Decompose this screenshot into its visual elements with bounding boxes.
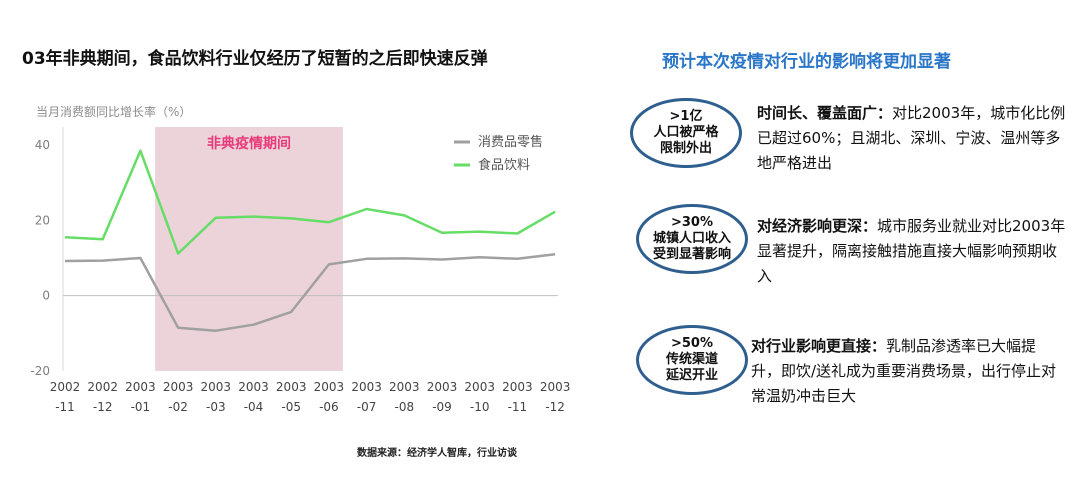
data-source: 数据来源：经济学人智库，行业访谈 [357, 448, 517, 459]
impact-circle-income: >30% 城镇人口收入 受到显著影响 [636, 204, 748, 274]
impact-circle-line: 限制外出 [659, 141, 712, 156]
shaded-period [155, 127, 343, 371]
x-tick-label: -02 [168, 400, 188, 414]
x-tick-label: 2003 [389, 380, 420, 394]
impact-circle-population: >1亿 人口被严格 限制外出 [630, 98, 742, 168]
y-tick-label: -20 [30, 364, 50, 378]
x-tick-label: -07 [357, 400, 377, 414]
x-tick-label: 2003 [502, 380, 533, 394]
x-tick-label: 2003 [276, 380, 307, 394]
y-tick-label: 0 [42, 289, 50, 303]
series-line-retail [64, 252, 556, 332]
x-tick-label: -11 [55, 400, 75, 414]
impact-circle-line: 延迟开业 [665, 368, 718, 383]
consumption-line-chart: 非典疫情期间40200-202002-112002-122003-012003-… [30, 127, 571, 414]
impact-heading: 时间长、覆盖面广： [757, 104, 893, 122]
impact-circle-line: 受到显著影响 [652, 247, 731, 262]
x-tick-label: -12 [93, 400, 113, 414]
x-tick-label: 2003 [201, 380, 232, 394]
x-tick-label: -11 [508, 400, 528, 414]
impact-body: 对比2003年，城市化比例已超过60%；且湖北、深圳、宁波、温州等多地严格进出 [757, 104, 1066, 172]
x-tick-label: -12 [545, 400, 565, 414]
x-tick-label: -09 [432, 400, 452, 414]
legend-label: 食品饮料 [478, 157, 530, 173]
impact-text-industry: 对行业影响更直接：乳制品渗透率已大幅提升，即饮/送礼成为重要消费场景，出行停止对… [751, 334, 1061, 409]
y-tick-label: 20 [35, 213, 50, 227]
x-tick-label: -10 [470, 400, 490, 414]
x-tick-label: 2002 [87, 380, 118, 394]
x-tick-label: 2003 [427, 380, 458, 394]
impact-heading: 对经济影响更深： [757, 217, 878, 235]
y-tick-label: 40 [35, 138, 50, 152]
impact-heading: 对行业影响更直接： [751, 337, 887, 355]
impact-circle-line: >50% [670, 336, 713, 351]
x-tick-label: 2003 [351, 380, 382, 394]
chart-ylabel: 当月消费额同比增长率（%） [36, 105, 192, 119]
x-tick-label: 2003 [540, 380, 571, 394]
x-tick-label: -08 [394, 400, 414, 414]
impact-circle-line: >30% [670, 215, 713, 230]
right-title: 预计本次疫情对行业的影响将更加显著 [662, 52, 951, 72]
x-tick-label: -05 [281, 400, 301, 414]
x-tick-label: 2003 [125, 380, 156, 394]
legend-label: 消费品零售 [478, 134, 543, 150]
impact-circle-channels: >50% 传统渠道 延迟开业 [636, 325, 748, 395]
impact-circle-line: 人口被严格 [653, 125, 719, 140]
impact-body: 乳制品渗透率已大幅提升，即饮/送礼成为重要消费场景，出行停止对常温奶冲击巨大 [751, 337, 1057, 405]
left-title: 03年非典期间，食品饮料行业仅经历了短暂的之后即快速反弹 [22, 49, 488, 69]
impact-circle-line: 传统渠道 [665, 352, 718, 367]
series-line-food-beverage [64, 149, 556, 255]
shaded-period-label: 非典疫情期间 [207, 135, 291, 152]
impact-text-economy: 对经济影响更深：城市服务业就业对比2003年显著提升，隔离接触措施直接大幅影响预… [757, 214, 1067, 289]
impact-circle-line: 城镇人口收入 [652, 231, 731, 246]
impact-body: 城市服务业就业对比2003年显著提升，隔离接触措施直接大幅影响预期收入 [757, 217, 1066, 285]
x-tick-label: 2003 [238, 380, 269, 394]
x-tick-label: -06 [319, 400, 339, 414]
x-tick-label: 2003 [314, 380, 345, 394]
x-tick-label: -01 [131, 400, 151, 414]
x-tick-label: 2002 [50, 380, 81, 394]
x-tick-label: 2003 [464, 380, 495, 394]
impact-text-duration: 时间长、覆盖面广：对比2003年，城市化比例已超过60%；且湖北、深圳、宁波、温… [757, 101, 1067, 176]
x-tick-label: -03 [206, 400, 226, 414]
impact-circle-line: >1亿 [669, 109, 703, 124]
x-tick-label: -04 [244, 400, 264, 414]
x-tick-label: 2003 [163, 380, 194, 394]
